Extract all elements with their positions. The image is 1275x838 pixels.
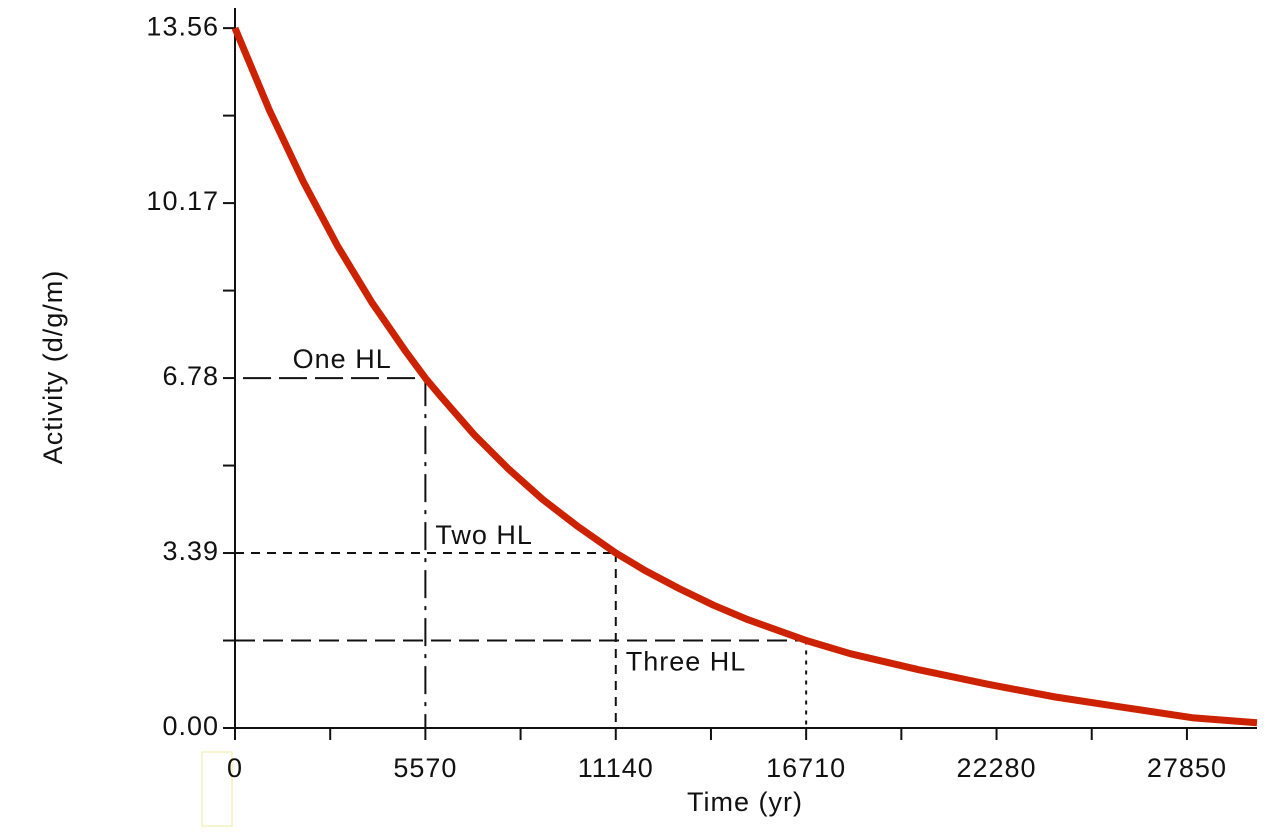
y-tick-label: 10.17 — [146, 186, 219, 216]
y-tick-label: 13.56 — [146, 11, 219, 41]
x-tick-label: 0 — [227, 753, 243, 783]
x-tick-label: 16710 — [766, 753, 846, 783]
selection-box — [201, 751, 233, 827]
y-axis-label: Activity (d/g/m) — [38, 270, 68, 465]
half-life-label: One HL — [293, 344, 392, 374]
y-tick-label: 0.00 — [162, 711, 219, 741]
y-tick-label: 6.78 — [162, 361, 219, 391]
x-tick-label: 11140 — [578, 753, 654, 783]
x-tick-label: 22280 — [956, 753, 1036, 783]
x-tick-label: 5570 — [393, 753, 457, 783]
half-life-label: Three HL — [626, 647, 747, 677]
y-tick-label: 3.39 — [162, 536, 219, 566]
x-tick-label: 27850 — [1147, 753, 1227, 783]
half-life-label: Two HL — [435, 520, 533, 550]
x-axis-label: Time (yr) — [687, 787, 803, 817]
decay-curve — [231, 26, 1258, 727]
